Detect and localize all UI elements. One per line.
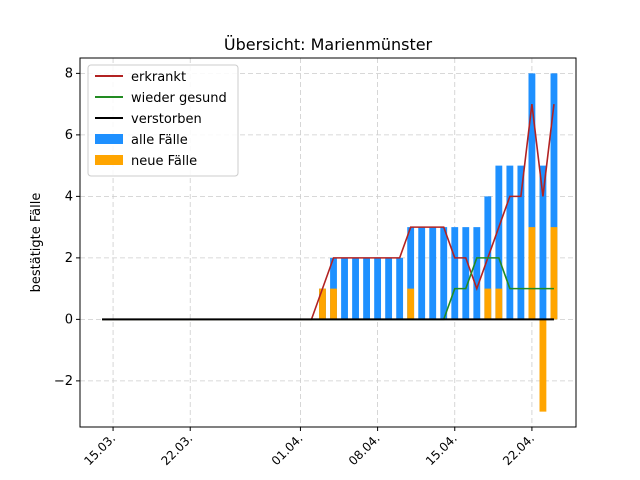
bar-all-cases [517,165,525,320]
legend-box [87,64,239,177]
y-axis-label: bestätigte Fälle [29,193,44,293]
bar-new-cases [484,288,492,320]
bar-all-cases [407,227,415,320]
bar-all-cases [473,227,481,320]
bar-all-cases [451,227,459,320]
bar-new-cases [407,288,415,320]
bar-all-cases [528,73,536,320]
legend-label: wieder gesund [131,91,227,106]
bar-all-cases [363,257,370,320]
legend-label: erkrankt [131,70,186,85]
y-tick-label: 0 [65,312,73,327]
plot-frame [79,57,577,428]
legend-label: neue Fälle [131,154,197,169]
lines [102,104,555,321]
bar-all-cases [539,165,547,320]
bar-new-cases [319,288,326,320]
bar-all-cases [341,257,348,320]
bar-new-cases [495,288,503,320]
bar-all-cases [396,257,404,320]
bar-all-cases [495,165,503,320]
legend-label: verstorben [131,112,202,127]
bar-new-cases [528,227,536,320]
legend: erkrankt wieder gesund verstorben alle Fäll… [87,64,239,177]
bars [319,73,558,412]
line-wieder-gesund [102,257,554,321]
legend-label: alle Fälle [131,133,188,148]
legend-swatch-bar [95,155,123,165]
bar-all-cases [418,227,426,320]
bar-new-cases [330,288,337,320]
legend-swatch-bar [95,134,123,144]
y-tick-label: 8 [65,66,73,81]
bar-all-cases [352,257,359,320]
y-tick-label: 4 [65,189,73,204]
bar-all-cases [374,257,382,320]
y-tick-label: 6 [65,128,73,143]
bar-all-cases [429,227,437,320]
bar-new-cases [539,319,547,412]
bar-all-cases [550,73,558,320]
bar-all-cases [440,227,448,320]
chart-title: Übersicht: Marienmünster [224,35,433,54]
bar-all-cases [385,257,393,320]
bar-new-cases [550,227,558,320]
bar-all-cases [462,227,470,320]
y-tick-label: −2 [54,374,73,389]
bar-all-cases [506,165,514,320]
y-tick-label: 2 [65,251,73,266]
